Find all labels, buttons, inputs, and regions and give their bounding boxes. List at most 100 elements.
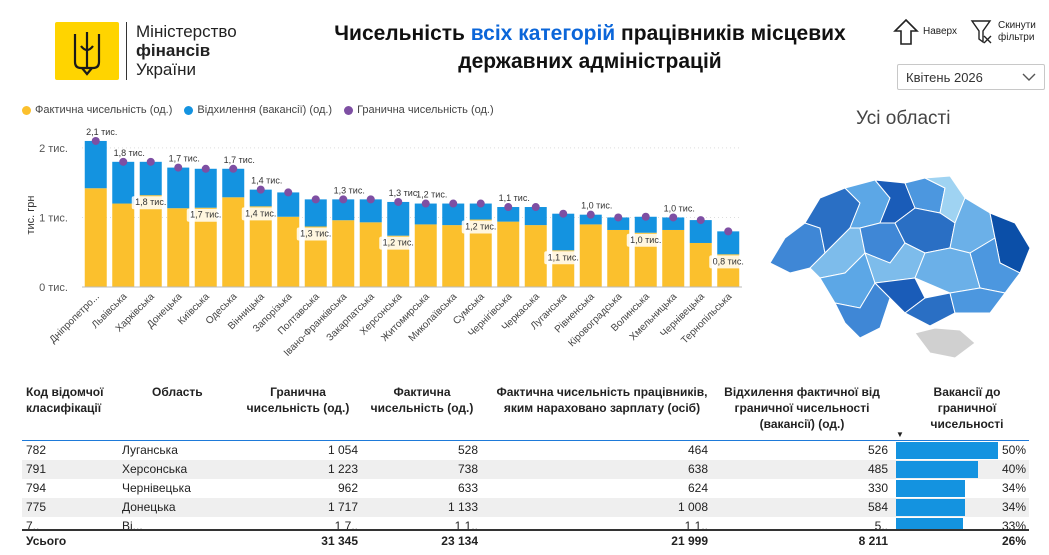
page-title: Чисельність всіх категорій працівників м… — [300, 20, 880, 76]
bar-actual — [442, 225, 465, 287]
scroll-up-button[interactable]: Наверх — [893, 18, 957, 46]
limit-data-label: 1,7 тис. — [224, 155, 255, 165]
cell-limit: 962 — [337, 481, 358, 495]
cell-region: Донецька — [122, 500, 176, 514]
cell-code: 791 — [26, 462, 47, 476]
limit-point — [284, 188, 293, 197]
limit-point — [559, 209, 568, 218]
vacancy-pct: 34% — [1001, 481, 1026, 495]
limit-point — [724, 227, 733, 236]
data-label-bg — [186, 208, 225, 222]
bar-deviation — [249, 189, 272, 207]
actual-data-label: 1,8 тис. — [135, 197, 166, 207]
logo-line-1: Міністерство — [136, 22, 237, 41]
col-deviation[interactable]: Відхилення фактичної від граничної чисел… — [724, 385, 880, 431]
table-row[interactable]: 791 Херсонська 1 223 738 638 485 40% — [22, 460, 1029, 479]
col-code[interactable]: Код відомчої класифікації — [26, 385, 104, 415]
map-region-zaporizhzhia[interactable] — [949, 287, 1006, 314]
data-label-bg — [709, 255, 748, 269]
bar-actual — [359, 222, 382, 287]
bar-deviation — [524, 207, 547, 226]
data-label-bg — [544, 251, 583, 265]
data-label-bg — [461, 220, 500, 234]
legend-limit-swatch — [344, 105, 354, 115]
data-label-bg — [379, 236, 418, 250]
limit-point — [669, 213, 678, 222]
table-body: 782 Луганська 1 054 528 464 526 50% 791 Херсонсь… — [22, 441, 1029, 536]
reset-filters-button[interactable]: Скинути фільтри — [970, 18, 1036, 46]
bar-actual — [469, 219, 492, 287]
bar-actual — [139, 195, 162, 287]
chevron-down-icon — [1022, 73, 1036, 81]
legend-limit[interactable]: Гранична чисельність (од.) — [344, 104, 494, 116]
cell-deviation: 584 — [867, 500, 888, 514]
table-row[interactable]: 775 Донецька 1 717 1 133 1 008 584 34% — [22, 498, 1029, 517]
bar-actual — [222, 197, 245, 287]
cell-code: 782 — [26, 443, 47, 457]
vacancy-bar — [896, 442, 998, 459]
col-limit[interactable]: Гранична чисельність (од.) — [246, 385, 350, 415]
data-label-bg — [626, 233, 665, 247]
cell-region: Херсонська — [122, 462, 188, 476]
vacancy-bar-cell: 34% — [896, 479, 1028, 498]
total-paid: 21 999 — [671, 534, 708, 548]
table-row[interactable]: 782 Луганська 1 054 528 464 526 50% — [22, 441, 1029, 460]
bar-actual — [524, 225, 547, 287]
limit-data-label: 1,1 тис. — [499, 193, 530, 203]
legend-actual[interactable]: Фактична чисельність (од.) — [22, 104, 172, 116]
limit-point — [91, 136, 100, 145]
y-tick-label: 1 тис. — [39, 212, 68, 224]
y-tick-label: 0 тис. — [39, 282, 68, 294]
actual-data-label: 0,8 тис. — [713, 256, 744, 266]
total-limit: 31 345 — [321, 534, 358, 548]
col-vacancies[interactable]: Вакансії до граничної чисельності — [930, 385, 1004, 431]
month-select[interactable]: Квітень 2026 — [897, 64, 1045, 90]
table-total-row: Усього 31 345 23 134 21 999 8 211 26% — [22, 529, 1029, 553]
sort-desc-icon[interactable]: ▼ — [896, 430, 904, 439]
trident-icon — [73, 32, 101, 76]
bar-deviation — [359, 199, 382, 223]
bar-actual — [249, 206, 272, 287]
vacancy-pct: 34% — [1001, 500, 1026, 514]
actual-data-label: 1,0 тис. — [630, 235, 661, 245]
bar-deviation — [332, 199, 355, 221]
col-paid[interactable]: Фактична чисельність працівників, яким н… — [496, 385, 708, 415]
cell-deviation: 485 — [867, 462, 888, 476]
total-pct: 26% — [1001, 534, 1026, 548]
cell-actual: 633 — [457, 481, 478, 495]
bar-deviation — [414, 203, 437, 225]
bar-deviation — [469, 203, 492, 220]
vacancy-bar — [896, 461, 978, 478]
scroll-up-label: Наверх — [923, 26, 957, 37]
map-region-odesa[interactable] — [834, 282, 891, 339]
vacancy-bar-cell: 34% — [896, 498, 1028, 517]
limit-point — [119, 157, 128, 166]
cell-code: 794 — [26, 481, 47, 495]
legend-deviation[interactable]: Відхилення (вакансії) (од.) — [184, 104, 332, 116]
limit-data-label: 2,1 тис. — [86, 127, 117, 137]
table-row[interactable]: 794 Чернівецька 962 633 624 330 34% — [22, 479, 1029, 498]
bar-actual — [332, 220, 355, 287]
limit-point — [229, 164, 238, 173]
bar-actual — [689, 242, 712, 287]
filter-clear-icon — [970, 20, 992, 44]
limit-data-label: 1,3 тис. — [389, 188, 420, 198]
col-region[interactable]: Область — [152, 385, 203, 399]
cell-deviation: 330 — [867, 481, 888, 495]
limit-point — [366, 195, 375, 204]
reset-label-1: Скинути — [998, 20, 1036, 31]
bar-deviation — [387, 201, 410, 236]
bar-deviation — [662, 217, 685, 230]
map-region-dnipro[interactable] — [914, 247, 981, 294]
vacancy-bar — [896, 499, 965, 516]
bar-actual — [497, 221, 520, 287]
legend-deviation-swatch — [184, 105, 194, 115]
limit-data-label: 1,0 тис. — [664, 203, 695, 213]
cell-actual: 1 133 — [447, 500, 478, 514]
cell-limit: 1 054 — [327, 443, 358, 457]
ukraine-map[interactable] — [765, 168, 1049, 368]
limit-point — [531, 203, 540, 212]
limit-point — [146, 157, 155, 166]
col-actual[interactable]: Фактична чисельність (од.) — [370, 385, 474, 415]
bar-deviation — [277, 192, 300, 217]
